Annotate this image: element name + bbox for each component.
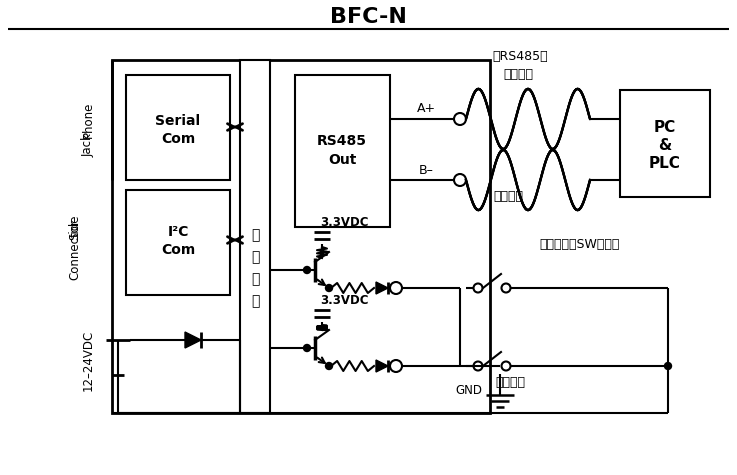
Polygon shape [376,282,388,294]
Text: GND: GND [455,383,482,397]
Circle shape [326,362,332,370]
Text: （棕色）: （棕色） [503,68,533,82]
Text: 〈RS485〉: 〈RS485〉 [492,50,548,64]
Text: RS485: RS485 [317,134,367,148]
Text: 3.3VDC: 3.3VDC [320,294,368,306]
Text: Connector: Connector [69,219,82,280]
Circle shape [304,344,310,352]
Polygon shape [185,332,201,348]
Text: Com: Com [161,243,195,257]
Text: A+: A+ [416,103,436,115]
Text: 12–24VDC: 12–24VDC [82,329,94,390]
Text: （白色）: （白色） [495,376,525,389]
Text: （黒色）〈SW输出〉: （黒色）〈SW输出〉 [539,238,621,251]
Text: &: & [658,137,671,152]
Circle shape [665,362,671,370]
Text: Side: Side [69,214,82,240]
Text: Serial: Serial [156,114,200,128]
Text: I²C: I²C [167,225,189,239]
Text: 内: 内 [251,228,259,242]
Text: BFC-N: BFC-N [329,7,406,27]
Circle shape [304,266,310,274]
Text: 电: 电 [251,272,259,286]
Polygon shape [376,360,388,372]
Text: 路: 路 [251,294,259,308]
Circle shape [326,285,332,292]
Text: PC: PC [654,120,676,134]
Bar [620,90,710,197]
Text: Phone: Phone [82,102,94,138]
Text: （粉红）: （粉红） [493,190,523,203]
Bar [126,75,230,180]
Text: 3.3VDC: 3.3VDC [320,216,368,228]
Bar [126,190,230,295]
Bar [240,60,270,413]
Text: Jack: Jack [82,133,94,157]
Text: Com: Com [161,132,195,146]
Text: B–: B– [419,163,433,177]
Text: Out: Out [328,153,356,167]
Bar [112,60,490,413]
Text: PLC: PLC [649,155,681,171]
Text: 部: 部 [251,250,259,264]
Bar [295,75,390,227]
